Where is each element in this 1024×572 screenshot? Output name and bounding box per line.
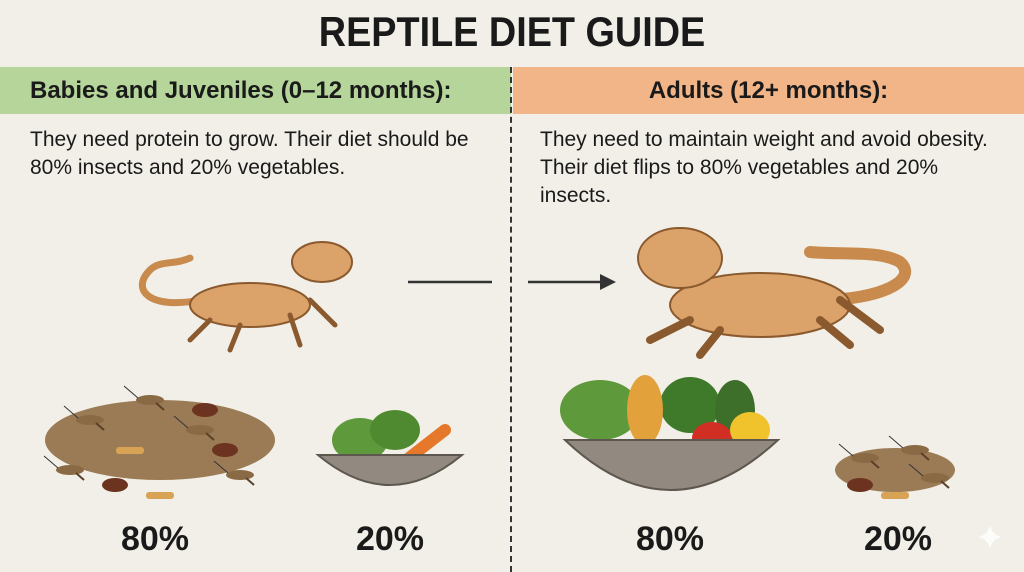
arrow-right-icon [408,274,616,290]
insect-pile-icon [43,385,275,499]
adult-dragon-icon [637,227,912,359]
baby-dragon-icon [138,241,353,353]
adult-insects-percent: 20% [863,520,933,558]
juveniles-heading-text: Babies and Juveniles (0–12 months): [30,76,452,104]
adults-heading: Adults (12+ months): [513,67,1024,114]
juveniles-description: They need protein to grow. Their diet sh… [30,128,469,179]
adults-description: They need to maintain weight and avoid o… [540,128,988,207]
page-title: REPTILE DIET GUIDE [318,8,706,55]
adult-vegetables-percent: 80% [635,520,705,558]
small-vegetable-bowl-icon [315,410,465,486]
dashed-divider [510,67,512,572]
juvenile-insects-percent: 80% [120,520,190,558]
juvenile-vegetables-percent: 20% [355,520,425,558]
adults-heading-text: Adults (12+ months): [648,76,889,104]
large-vegetable-bowl-icon [560,375,781,491]
small-insect-pile-icon [835,435,955,499]
sparkle-icon [978,525,1002,549]
juveniles-heading: Babies and Juveniles (0–12 months): [0,67,511,114]
